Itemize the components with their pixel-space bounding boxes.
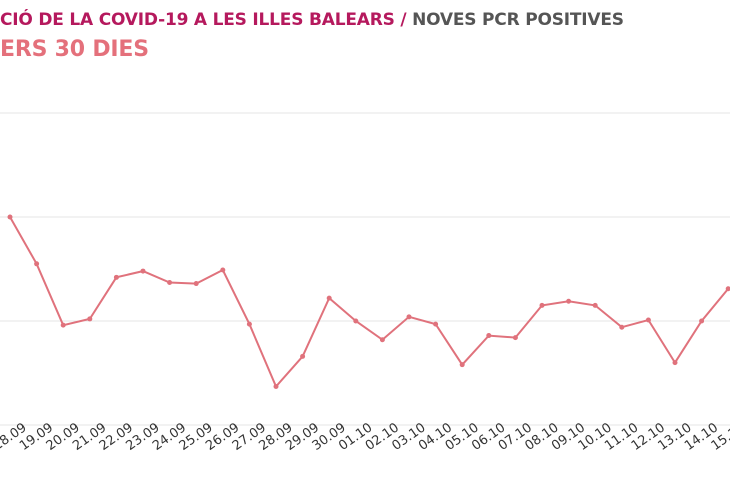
data-point: [566, 298, 572, 304]
data-point: [167, 280, 173, 286]
data-point: [246, 321, 252, 327]
data-point: [220, 267, 226, 273]
data-point: [512, 335, 518, 341]
data-point: [406, 314, 412, 320]
data-point: [273, 384, 279, 390]
data-points: [7, 214, 730, 390]
data-point: [326, 295, 332, 301]
data-point: [140, 268, 146, 274]
data-point: [193, 281, 199, 287]
data-point: [539, 302, 545, 308]
chart-title: CIÓ DE LA COVID-19 A LES ILLES BALEARS /…: [0, 10, 624, 30]
data-point: [7, 214, 13, 220]
data-point: [300, 353, 306, 359]
data-point: [672, 360, 678, 366]
data-point: [433, 321, 439, 327]
title-separator: /: [400, 10, 407, 30]
data-point: [486, 333, 492, 339]
data-point: [379, 337, 385, 343]
data-point: [619, 324, 625, 330]
title-main: CIÓ DE LA COVID-19 A LES ILLES BALEARS: [0, 10, 395, 30]
data-point: [113, 274, 119, 280]
data-point: [699, 318, 705, 324]
data-point: [60, 322, 66, 328]
data-point: [87, 316, 93, 322]
data-point: [592, 302, 598, 308]
data-point: [459, 362, 465, 368]
data-point: [725, 286, 730, 292]
title-sub: NOVES PCR POSITIVES: [412, 10, 624, 30]
data-point: [34, 261, 40, 267]
chart-subtitle: ERS 30 DIES: [0, 37, 149, 62]
data-point: [353, 318, 359, 324]
grid-lines: [0, 112, 730, 426]
series-line: [9, 216, 729, 389]
data-point: [645, 317, 651, 323]
